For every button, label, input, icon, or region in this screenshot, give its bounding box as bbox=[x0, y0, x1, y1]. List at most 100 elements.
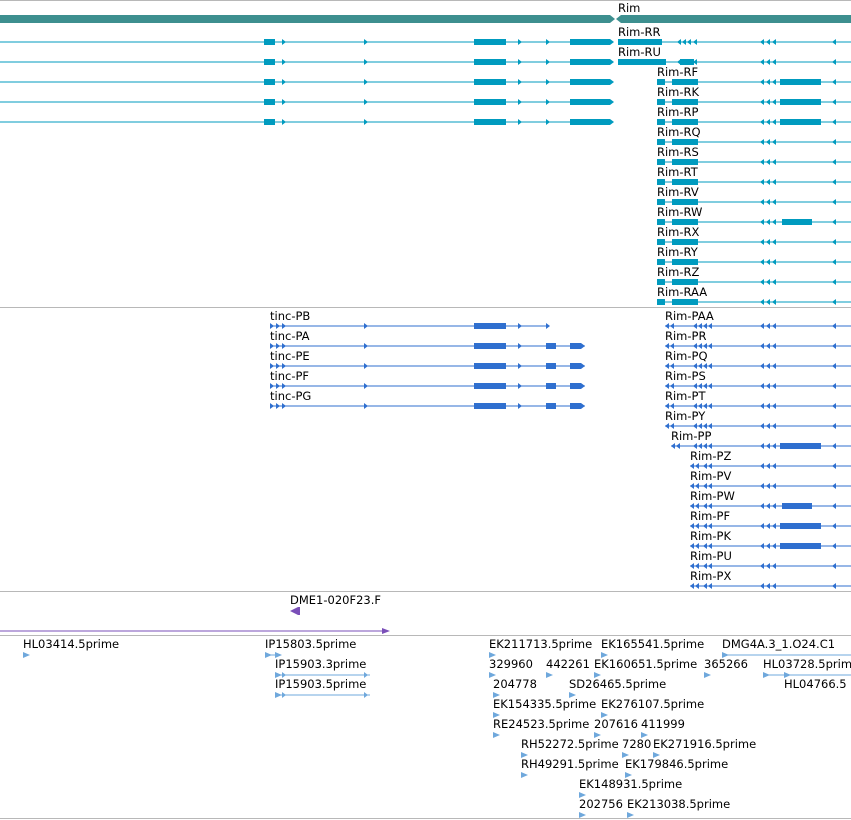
strand-arrow-left bbox=[766, 323, 770, 329]
strand-arrow-left bbox=[703, 343, 707, 349]
est-label[interactable]: 7280 bbox=[622, 737, 652, 751]
transcript-label[interactable]: Rim-RK bbox=[657, 85, 700, 99]
track-separator-clones bbox=[0, 635, 851, 636]
transcript-label[interactable]: Rim-RW bbox=[657, 205, 703, 219]
strand-arrow-left bbox=[695, 583, 699, 589]
exon-box bbox=[657, 239, 665, 245]
strand-arrow-left bbox=[772, 139, 776, 145]
transcript-label[interactable]: Rim-RT bbox=[657, 165, 698, 179]
rim-protein-label[interactable]: Rim-PY bbox=[665, 409, 706, 423]
est-label[interactable]: EK179846.5prime bbox=[625, 757, 729, 771]
rim-protein-label[interactable]: Rim-PU bbox=[690, 549, 732, 563]
strand-arrow-right bbox=[276, 323, 280, 329]
rim-protein-label[interactable]: Rim-PF bbox=[690, 509, 731, 523]
strand-arrow-left bbox=[708, 563, 712, 569]
est-label[interactable]: HL03414.5prime bbox=[23, 637, 120, 651]
transcript-label[interactable]: Rim-RP bbox=[657, 105, 699, 119]
tinc-label[interactable]: tinc-PF bbox=[270, 369, 310, 383]
transcript-label[interactable]: Rim-RS bbox=[657, 145, 699, 159]
est-label[interactable]: HL03728.5prime bbox=[763, 657, 851, 671]
transcript-label[interactable]: Rim-RF bbox=[657, 65, 699, 79]
rim-protein-label[interactable]: Rim-PR bbox=[665, 329, 707, 343]
transcript-label[interactable]: Rim-RQ bbox=[657, 125, 701, 139]
est-label[interactable]: 442261 bbox=[546, 657, 590, 671]
est-label[interactable]: RE24523.5prime bbox=[493, 717, 590, 731]
est-glyph bbox=[489, 652, 496, 658]
rim-protein-label[interactable]: Rim-PX bbox=[690, 569, 732, 583]
est-label[interactable]: EK154335.5prime bbox=[493, 697, 597, 711]
strand-arrow-left bbox=[670, 363, 674, 369]
rim-protein-label[interactable]: Rim-PZ bbox=[690, 449, 732, 463]
strand-arrow-left bbox=[832, 299, 836, 305]
tinc-label[interactable]: tinc-PG bbox=[270, 389, 312, 403]
gene-label-rim[interactable]: Rim bbox=[618, 1, 641, 15]
strand-arrow-left bbox=[760, 463, 764, 469]
est-label[interactable]: EK165541.5prime bbox=[601, 637, 705, 651]
est-glyph bbox=[704, 672, 711, 678]
est-label[interactable]: EK211713.5prime bbox=[489, 637, 593, 651]
transcript-label[interactable]: Rim-RV bbox=[657, 185, 699, 199]
strand-arrow-right bbox=[364, 692, 368, 698]
est-label[interactable]: RH52272.5prime bbox=[521, 737, 619, 751]
strand-arrow-left bbox=[772, 543, 776, 549]
strand-arrow-left bbox=[703, 403, 707, 409]
exon-box bbox=[474, 99, 506, 105]
est-label[interactable]: IP15903.5prime bbox=[275, 677, 367, 691]
est-label[interactable]: EK160651.5prime bbox=[594, 657, 698, 671]
est-label[interactable]: HL04766.5 bbox=[784, 677, 847, 691]
tinc-label[interactable]: tinc-PA bbox=[270, 329, 310, 343]
rim-protein-label[interactable]: Rim-PQ bbox=[665, 349, 708, 363]
transcript-label[interactable]: Rim-RY bbox=[657, 245, 698, 259]
strand-arrow-right bbox=[364, 323, 368, 329]
est-label[interactable]: EK148931.5prime bbox=[579, 777, 683, 791]
strand-arrow-right bbox=[364, 403, 368, 409]
transcript-label[interactable]: Rim-RZ bbox=[657, 265, 700, 279]
tinc-label[interactable]: tinc-PB bbox=[270, 309, 311, 323]
strand-arrow-left bbox=[760, 483, 764, 489]
strand-arrow-right bbox=[276, 363, 280, 369]
transcript-label[interactable]: Rim-RR bbox=[618, 25, 661, 39]
strand-arrow-right bbox=[270, 363, 274, 369]
rim-protein-label[interactable]: Rim-PAA bbox=[665, 309, 714, 323]
est-label[interactable]: EK271916.5prime bbox=[653, 737, 757, 751]
est-label[interactable]: 365266 bbox=[704, 657, 748, 671]
est-label[interactable]: SD26465.5prime bbox=[569, 677, 667, 691]
rim-protein-label[interactable]: Rim-PV bbox=[690, 469, 732, 483]
strand-arrow-left bbox=[772, 159, 776, 165]
rim-protein-label[interactable]: Rim-PT bbox=[665, 389, 706, 403]
strand-arrow-left bbox=[832, 403, 836, 409]
est-label[interactable]: IP15803.5prime bbox=[265, 637, 357, 651]
strand-arrow-right bbox=[364, 383, 368, 389]
est-label[interactable]: 204778 bbox=[493, 677, 537, 691]
est-label[interactable]: EK213038.5prime bbox=[627, 797, 731, 811]
est-label[interactable]: 202756 bbox=[579, 797, 623, 811]
rim-protein-label[interactable]: Rim-PS bbox=[665, 369, 706, 383]
strand-arrow-right bbox=[546, 39, 550, 45]
tinc-label[interactable]: tinc-PE bbox=[270, 349, 310, 363]
est-label[interactable]: EK276107.5prime bbox=[601, 697, 705, 711]
rim-protein-label[interactable]: Rim-PK bbox=[690, 529, 732, 543]
strand-arrow-left bbox=[766, 383, 770, 389]
strand-arrow-left bbox=[766, 583, 770, 589]
rim-protein-label[interactable]: Rim-PP bbox=[671, 429, 712, 443]
strand-arrow-left bbox=[832, 523, 836, 529]
est-label[interactable]: IP15903.3prime bbox=[275, 657, 367, 671]
exon-box bbox=[657, 219, 665, 225]
est-label[interactable]: 411999 bbox=[641, 717, 685, 731]
est-label[interactable]: DMG4A.3_1.O24.C1 bbox=[722, 637, 836, 651]
est-label[interactable]: 329960 bbox=[489, 657, 533, 671]
clone-label[interactable]: DME1-020F23.F bbox=[290, 593, 381, 607]
est-glyph bbox=[627, 812, 634, 818]
strand-arrow-left bbox=[698, 423, 702, 429]
transcript-label[interactable]: Rim-RAA bbox=[657, 285, 708, 299]
strand-arrow-left bbox=[690, 463, 694, 469]
est-label[interactable]: 207616 bbox=[594, 717, 638, 731]
est-label[interactable]: RH49291.5prime bbox=[521, 757, 619, 771]
exon-box bbox=[264, 39, 275, 45]
transcript-label[interactable]: Rim-RU bbox=[618, 45, 661, 59]
transcript-label[interactable]: Rim-RX bbox=[657, 225, 700, 239]
rim-protein-label[interactable]: Rim-PW bbox=[690, 489, 735, 503]
exon-box bbox=[474, 323, 506, 329]
